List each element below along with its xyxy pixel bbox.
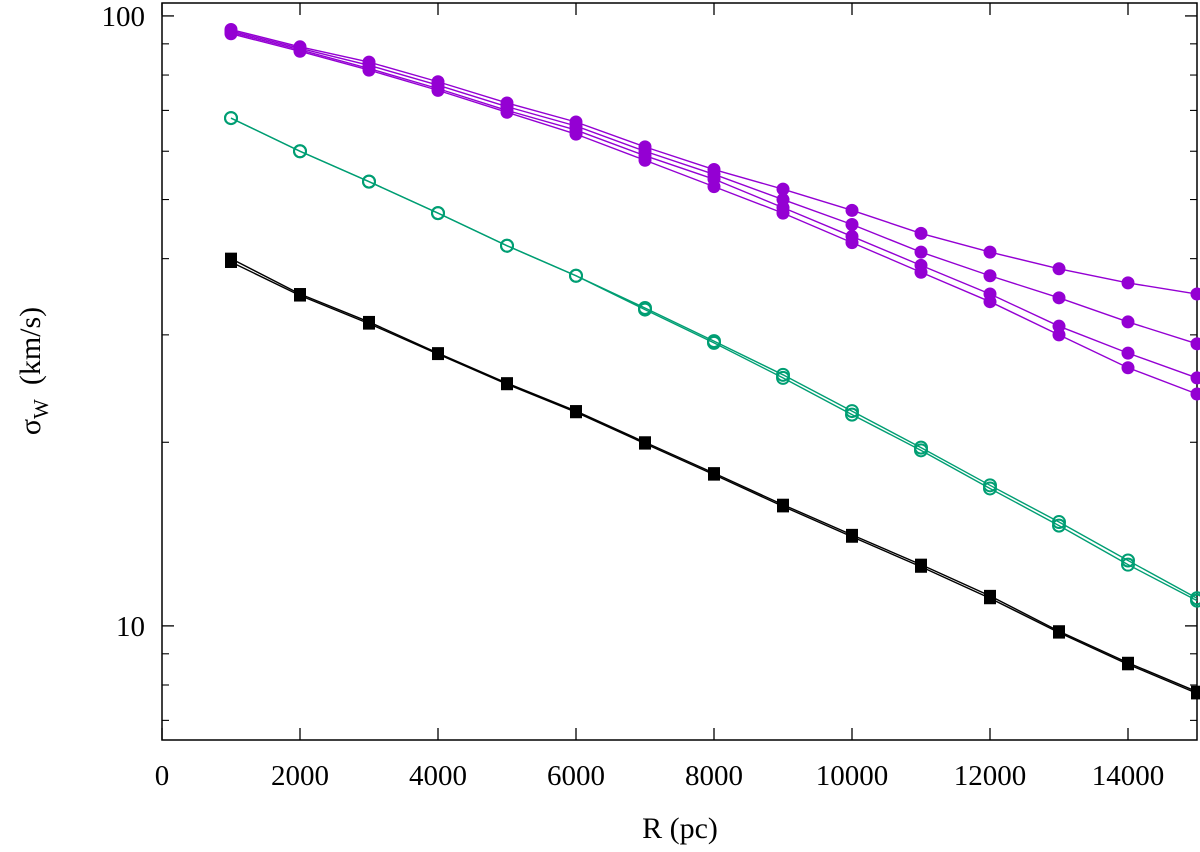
y-axis-title-subscript: W <box>29 399 53 419</box>
data-point <box>983 245 997 259</box>
data-point <box>293 144 307 159</box>
x-tick-label: 2000 <box>271 760 329 792</box>
series-layer <box>224 23 1200 700</box>
data-point <box>983 295 997 309</box>
y-axis: 10 100 <box>102 1 1197 721</box>
data-point <box>639 437 651 450</box>
data-point <box>224 111 238 126</box>
data-point <box>776 370 790 385</box>
data-point <box>845 407 859 422</box>
data-point <box>431 206 445 221</box>
series-purple <box>224 27 1200 401</box>
data-point <box>1121 315 1135 329</box>
data-point <box>638 302 652 317</box>
series-line <box>230 117 1198 602</box>
data-point <box>1052 518 1066 533</box>
data-point <box>776 182 790 196</box>
data-point <box>431 83 445 97</box>
data-point <box>845 236 859 250</box>
data-point <box>1052 291 1066 305</box>
plot-frame <box>161 2 1198 741</box>
data-point <box>294 289 306 302</box>
data-point <box>1190 387 1200 401</box>
data-point <box>845 218 859 232</box>
data-point <box>1121 276 1135 290</box>
data-point <box>845 203 859 217</box>
data-point <box>362 63 376 77</box>
data-point <box>224 27 238 41</box>
series-line <box>230 28 1198 295</box>
x-axis-title: R (pc) <box>642 812 718 845</box>
y-axis-title: σW (km/s) <box>14 307 53 435</box>
data-point <box>1122 658 1134 671</box>
x-tick-label: 4000 <box>409 760 467 792</box>
y-tick-label: 100 <box>102 1 146 33</box>
data-point <box>1191 687 1200 700</box>
x-tick-label: 6000 <box>547 760 605 792</box>
data-point <box>1190 593 1200 608</box>
data-point <box>569 127 583 141</box>
data-point <box>984 592 996 605</box>
series-green <box>224 111 1200 608</box>
data-point <box>914 226 928 240</box>
y-axis-title-unit: (km/s) <box>14 307 47 385</box>
data-point <box>1053 626 1065 639</box>
data-point <box>569 268 583 283</box>
data-point <box>707 335 721 350</box>
data-point <box>363 317 375 330</box>
data-point <box>362 174 376 189</box>
series-line <box>230 33 1198 395</box>
data-point <box>914 265 928 279</box>
data-point <box>1190 287 1200 301</box>
data-point <box>1121 346 1135 360</box>
y-axis-title-symbol: σ <box>14 419 47 435</box>
data-point <box>983 269 997 283</box>
series-purple <box>224 25 1200 385</box>
data-point <box>1052 328 1066 342</box>
data-point <box>1190 371 1200 385</box>
x-tick-label: 0 <box>155 760 170 792</box>
x-tick-label: 14000 <box>1092 760 1165 792</box>
data-point <box>638 153 652 167</box>
data-point <box>500 105 514 119</box>
series-black <box>225 255 1200 700</box>
data-point <box>293 44 307 58</box>
data-point <box>777 500 789 513</box>
data-point <box>500 238 514 253</box>
data-point <box>846 530 858 543</box>
data-point <box>225 255 237 268</box>
x-tick-label: 10000 <box>816 760 889 792</box>
data-point <box>570 406 582 419</box>
data-point <box>914 245 928 259</box>
data-point <box>432 348 444 361</box>
data-point <box>983 481 997 496</box>
x-axis: 0 2000 4000 6000 8000 10000 12000 14000 <box>155 3 1165 792</box>
data-point <box>914 443 928 458</box>
data-point <box>1052 262 1066 276</box>
data-point <box>915 560 927 573</box>
x-tick-label: 8000 <box>685 760 743 792</box>
data-point <box>707 180 721 194</box>
svg-text:σW(km/s): σW (km/s) <box>14 307 53 435</box>
data-point <box>776 206 790 220</box>
data-point <box>708 468 720 481</box>
data-point <box>1190 337 1200 351</box>
y-tick-label: 10 <box>116 611 145 643</box>
data-point <box>1121 557 1135 572</box>
data-point <box>501 378 513 391</box>
data-point <box>1121 361 1135 375</box>
x-tick-label: 12000 <box>954 760 1027 792</box>
